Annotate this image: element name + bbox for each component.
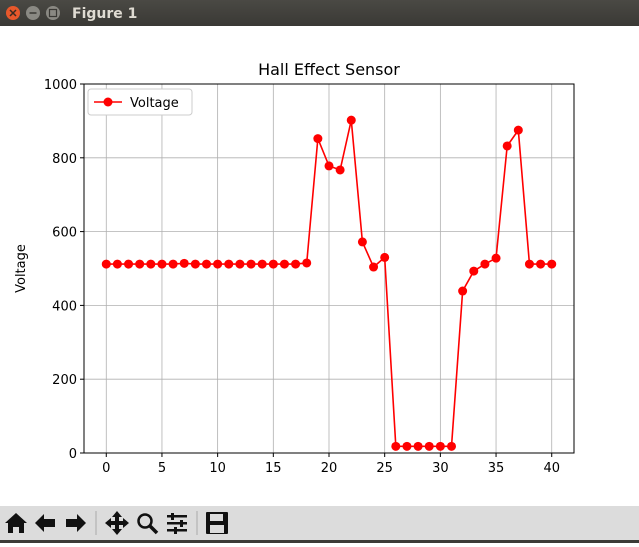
data-point — [480, 259, 490, 269]
y-tick-label: 0 — [69, 447, 77, 462]
data-point — [357, 237, 367, 247]
data-point — [435, 441, 445, 451]
data-point — [413, 441, 423, 451]
data-point — [246, 259, 256, 269]
x-tick-label: 0 — [102, 461, 110, 476]
data-point — [346, 115, 356, 125]
data-point — [190, 259, 200, 269]
save-button[interactable] — [206, 512, 228, 534]
data-point — [224, 259, 234, 269]
title-bar — [0, 0, 639, 26]
data-point — [324, 161, 334, 171]
plot: Hall Effect SensorVoltage020040060080010… — [14, 60, 575, 476]
data-point — [291, 259, 301, 269]
data-point — [380, 252, 390, 262]
y-tick-label: 1000 — [44, 78, 77, 93]
data-point — [491, 253, 501, 263]
legend-box — [87, 88, 193, 116]
pan-button[interactable] — [105, 511, 129, 535]
data-point — [313, 134, 323, 144]
home-button[interactable] — [5, 513, 27, 533]
y-tick-label: 200 — [52, 373, 77, 388]
window-title: Figure 1 — [72, 6, 137, 22]
data-point — [279, 259, 289, 269]
y-tick-label: 600 — [52, 226, 77, 241]
chart-title: Hall Effect Sensor — [258, 60, 400, 79]
forward-button[interactable] — [66, 514, 86, 532]
maximize-button[interactable] — [46, 6, 60, 20]
x-tick-label: 5 — [158, 461, 166, 476]
data-point — [101, 259, 111, 269]
x-tick-label: 10 — [209, 461, 226, 476]
data-point — [469, 266, 479, 276]
configure-button[interactable] — [167, 513, 187, 534]
zoom-button[interactable] — [137, 513, 153, 529]
data-point — [202, 259, 211, 269]
data-point — [213, 259, 223, 269]
x-tick-label: 30 — [432, 461, 449, 476]
x-tick-label: 20 — [321, 461, 338, 476]
data-point — [391, 441, 401, 451]
maximize-icon — [48, 8, 58, 18]
bottom-edge — [0, 540, 639, 543]
data-point — [235, 259, 245, 269]
data-point — [536, 259, 546, 269]
x-tick-label: 40 — [543, 461, 560, 476]
data-point — [458, 286, 468, 296]
x-tick-label: 15 — [265, 461, 282, 476]
data-point — [112, 259, 122, 269]
data-point — [335, 165, 345, 175]
y-tick-label: 400 — [52, 299, 77, 314]
data-point — [146, 259, 156, 269]
close-icon — [9, 9, 17, 17]
data-point — [135, 259, 145, 269]
data-point — [402, 441, 412, 451]
back-button[interactable] — [35, 514, 55, 532]
data-point — [447, 441, 456, 451]
data-point — [168, 259, 178, 269]
axes-frame — [83, 83, 575, 454]
legend-marker — [103, 97, 113, 107]
data-point — [157, 259, 167, 269]
y-tick-label: 800 — [52, 152, 77, 167]
data-point — [257, 259, 267, 269]
data-point — [424, 441, 434, 451]
toolbar-icons — [5, 511, 228, 535]
data-point — [547, 259, 557, 269]
legend-label: Voltage — [130, 96, 179, 111]
data-point — [502, 141, 512, 151]
data-point — [513, 125, 523, 135]
data-point — [369, 262, 379, 272]
data-point — [179, 258, 189, 268]
data-point — [268, 259, 278, 269]
data-point — [124, 259, 134, 269]
y-axis-label: Voltage — [14, 244, 29, 293]
data-point — [302, 258, 312, 268]
x-tick-label: 25 — [376, 461, 393, 476]
zoom-handle — [148, 524, 159, 535]
data-point — [524, 259, 534, 269]
x-tick-label: 35 — [488, 461, 505, 476]
